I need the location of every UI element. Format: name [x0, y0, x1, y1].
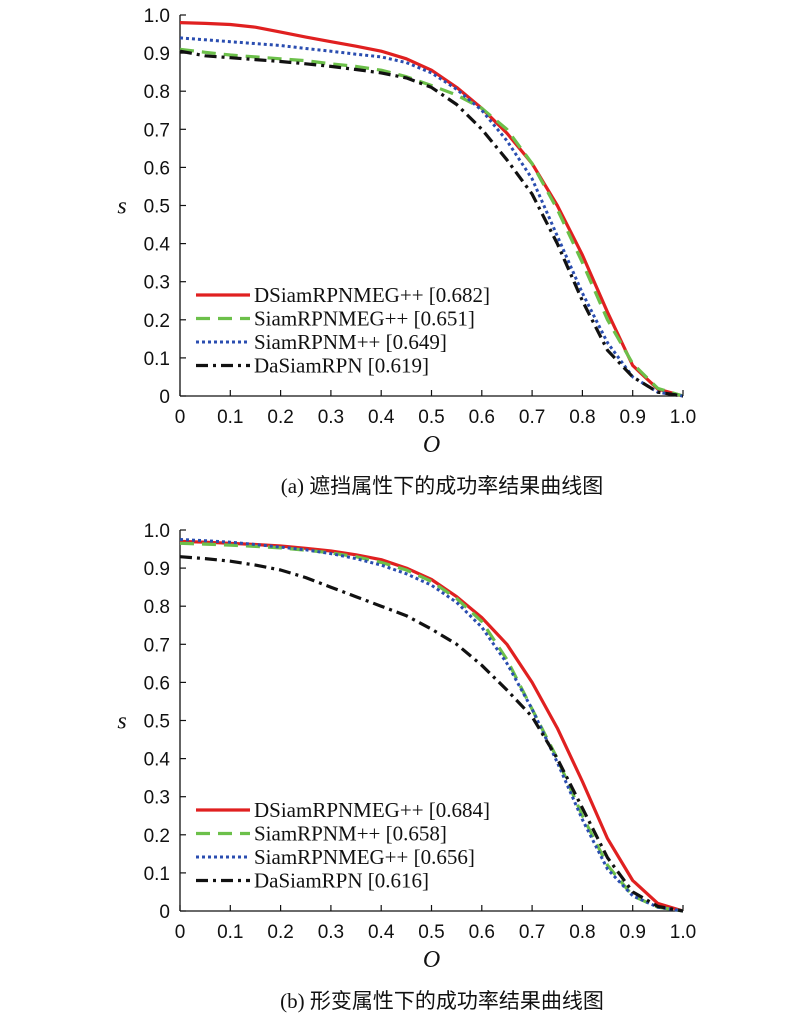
y-tick-label: 0.4 — [144, 750, 171, 771]
x-tick-label: 0 — [175, 922, 186, 943]
y-tick-label: 0.5 — [144, 712, 170, 733]
chart-caption: (b) 形变属性下的成功率结果曲线图 — [280, 989, 604, 1013]
legend-label: SiamRPNM++ [0.658] — [254, 822, 447, 846]
x-tick-label: 0.4 — [368, 407, 395, 428]
x-tick-label: 0.5 — [418, 407, 444, 428]
legend-label: DaSiamRPN [0.616] — [254, 869, 429, 893]
x-tick-label: 0.8 — [569, 922, 595, 943]
y-axis-title: s — [117, 194, 126, 220]
series-line — [179, 538, 684, 913]
series-line — [179, 539, 684, 913]
y-tick-label: 0.3 — [144, 273, 170, 294]
y-tick-label: 1.0 — [144, 521, 170, 542]
x-tick-label: 1.0 — [670, 922, 696, 943]
x-tick-label: 0.7 — [519, 407, 545, 428]
y-tick-label: 0 — [159, 902, 170, 923]
x-axis-title: O — [423, 947, 440, 973]
x-tick-label: 0.1 — [217, 407, 243, 428]
legend-label: DSiamRPNMEG++ [0.682] — [254, 283, 490, 307]
x-tick-label: 0.5 — [418, 922, 444, 943]
chart-deformation: 0 0.1 0.2 0.3 0.4 0.5 0.6 0.7 0.8 0.9 1.0 0 0.1 0.2 0.… — [0, 515, 800, 1030]
legend-label: SiamRPNM++ [0.649] — [254, 330, 447, 354]
x-tick-label: 0 — [175, 407, 186, 428]
x-tick-label: 0.8 — [569, 407, 595, 428]
chart-occlusion-svg: 0 0.1 0.2 0.3 0.4 0.5 0.6 0.7 0.8 0.9 1.0 0 0.1 0.2 0.… — [117, 6, 696, 498]
y-tick-label: 0.7 — [144, 120, 170, 141]
y-tick-label: 0.8 — [144, 597, 170, 618]
x-tick-label: 0.1 — [217, 922, 243, 943]
y-tick-label: 0 — [159, 387, 170, 408]
x-tick-label: 0.2 — [267, 407, 293, 428]
x-tick-label: 0.9 — [619, 922, 645, 943]
y-tick-label: 0.1 — [144, 864, 170, 885]
y-tick-label: 0.4 — [144, 235, 171, 256]
legend-label: SiamRPNMEG++ [0.651] — [254, 307, 475, 331]
x-tick-label: 0.2 — [267, 922, 293, 943]
chart-occlusion: 0 0.1 0.2 0.3 0.4 0.5 0.6 0.7 0.8 0.9 1.0 0 0.1 0.2 0.… — [117, 6, 696, 498]
y-tick-label: 0.5 — [144, 197, 170, 218]
chart-caption: (a) 遮挡属性下的成功率结果曲线图 — [281, 474, 604, 498]
y-tick-label: 0.6 — [144, 673, 170, 694]
y-tick-label: 0.9 — [144, 559, 170, 580]
series-line — [179, 36, 684, 398]
y-tick-label: 1.0 — [144, 6, 170, 27]
series-line — [179, 541, 684, 913]
y-axis-title: s — [117, 709, 126, 735]
legend-label: DaSiamRPN [0.619] — [254, 354, 429, 378]
y-tick-label: 0.8 — [144, 82, 170, 103]
x-tick-label: 0.6 — [469, 407, 495, 428]
x-tick-label: 0.9 — [619, 407, 645, 428]
y-tick-label: 0.7 — [144, 635, 170, 656]
y-tick-label: 0.9 — [144, 44, 170, 65]
y-tick-label: 0.6 — [144, 158, 170, 179]
chart-deformation-svg: 0 0.1 0.2 0.3 0.4 0.5 0.6 0.7 0.8 0.9 1.0 0 0.1 0.2 0.… — [117, 521, 696, 1013]
y-tick-label: 0.2 — [144, 826, 170, 847]
y-tick-label: 0.1 — [144, 349, 170, 370]
x-tick-label: 1.0 — [670, 407, 696, 428]
series-line — [179, 555, 684, 913]
legend-label: DSiamRPNMEG++ [0.684] — [254, 798, 490, 822]
x-tick-label: 0.7 — [519, 922, 545, 943]
x-tick-label: 0.4 — [368, 922, 395, 943]
series-line — [179, 21, 684, 398]
series-line — [179, 47, 684, 398]
x-tick-label: 0.3 — [318, 407, 344, 428]
x-axis-title: O — [423, 432, 440, 458]
x-tick-label: 0.3 — [318, 922, 344, 943]
x-tick-label: 0.6 — [469, 922, 495, 943]
legend-label: SiamRPNMEG++ [0.656] — [254, 845, 475, 869]
y-tick-label: 0.3 — [144, 788, 170, 809]
y-tick-label: 0.2 — [144, 311, 170, 332]
series-line — [179, 49, 684, 398]
